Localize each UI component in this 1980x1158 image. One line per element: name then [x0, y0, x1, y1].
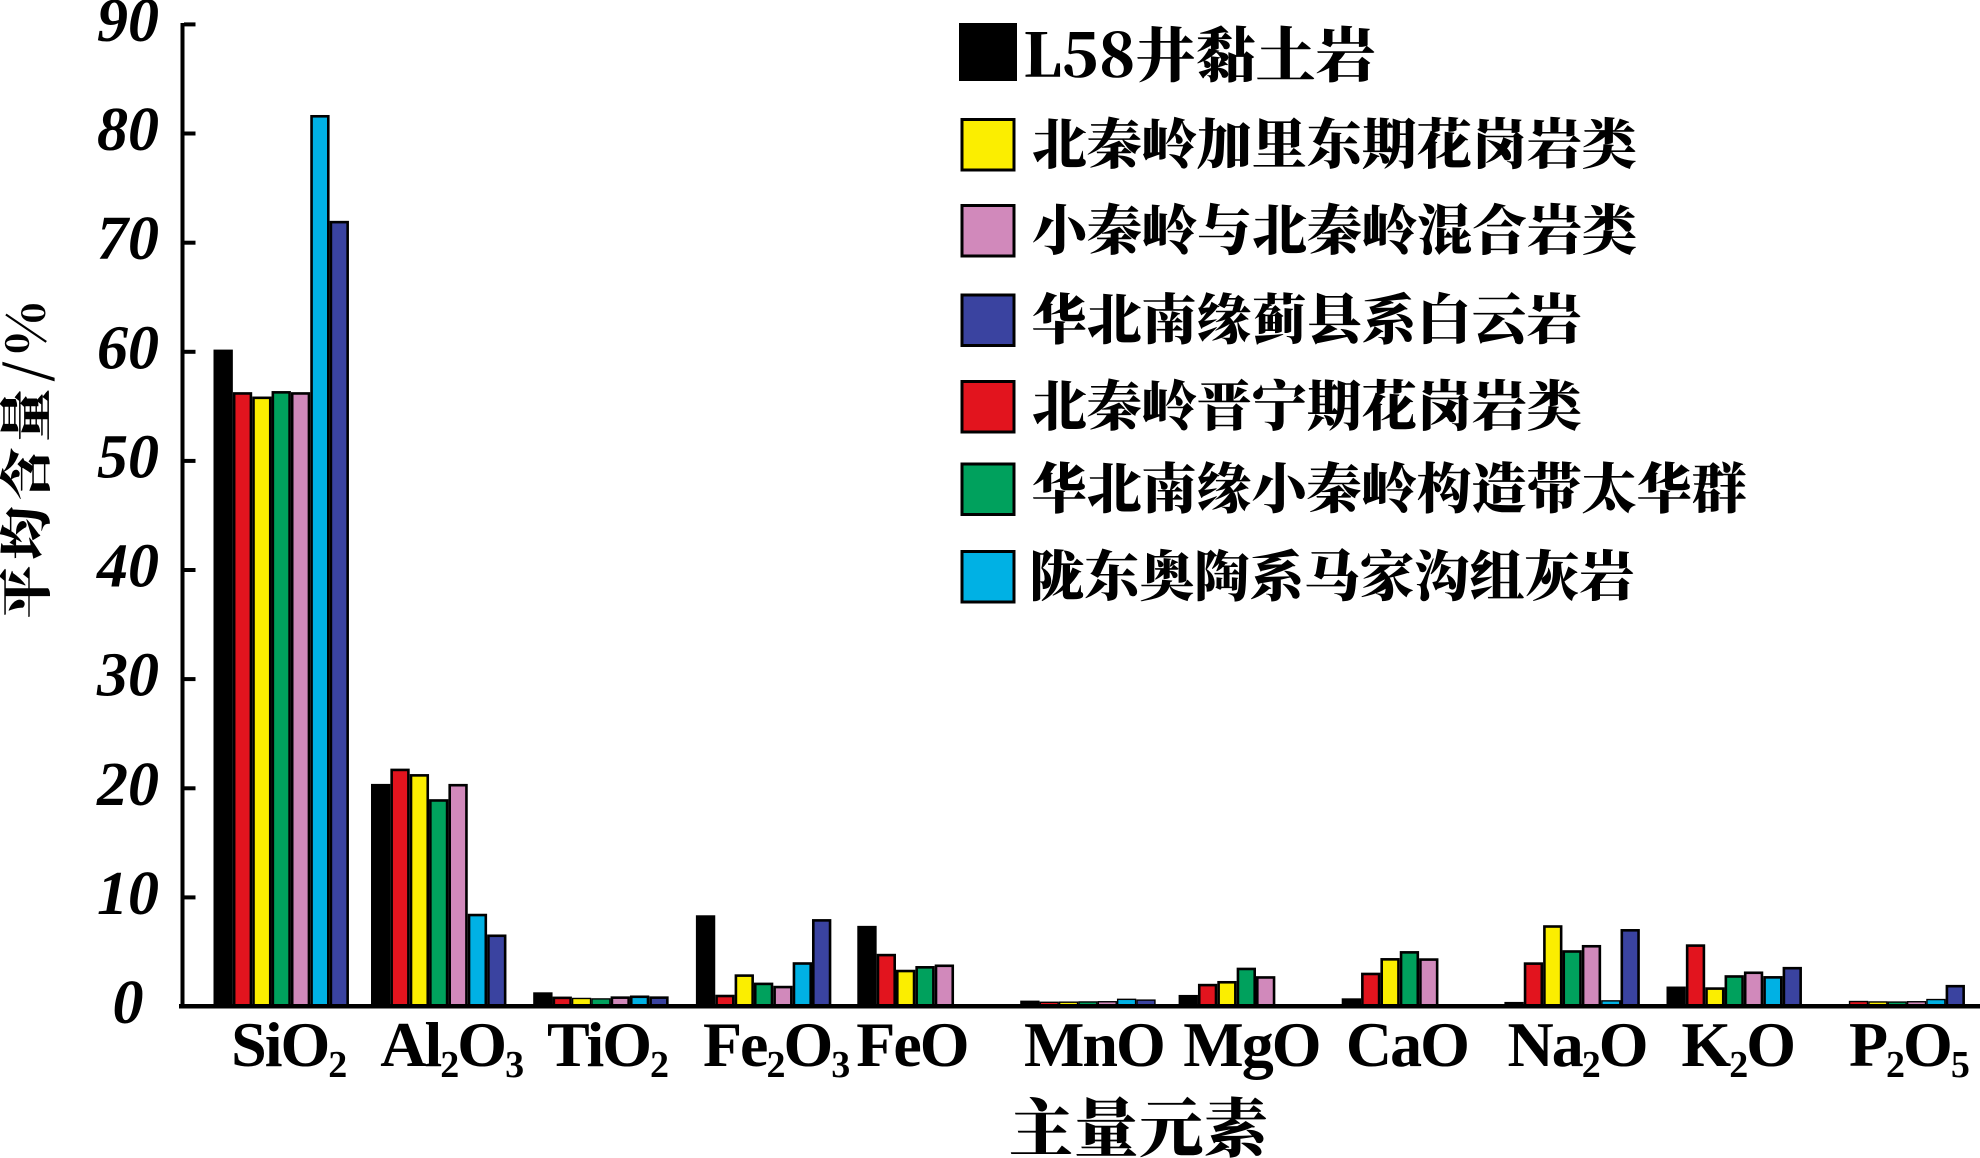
svg-text:K2O: K2O: [1681, 1009, 1794, 1086]
svg-text:30: 30: [96, 642, 159, 710]
svg-text:40: 40: [96, 533, 159, 601]
svg-text:50: 50: [97, 423, 159, 491]
svg-text:CaO: CaO: [1346, 1009, 1468, 1080]
svg-text:Al2O3: Al2O3: [380, 1009, 523, 1086]
svg-text:90: 90: [97, 0, 159, 55]
svg-text:Na2O: Na2O: [1508, 1009, 1647, 1086]
svg-text:60: 60: [97, 314, 159, 382]
svg-text:TiO2: TiO2: [547, 1009, 668, 1086]
svg-text:Fe2O3: Fe2O3: [703, 1009, 849, 1086]
svg-text:FeO: FeO: [856, 1009, 967, 1080]
svg-text:MgO: MgO: [1183, 1009, 1319, 1080]
svg-text:70: 70: [97, 205, 159, 273]
svg-text:P2O5: P2O5: [1849, 1009, 1969, 1086]
svg-text:20: 20: [96, 751, 159, 819]
svg-text:SiO2: SiO2: [231, 1009, 346, 1086]
svg-text:80: 80: [97, 96, 159, 164]
svg-text:0: 0: [113, 969, 144, 1037]
svg-text:MnO: MnO: [1024, 1009, 1164, 1080]
svg-text:10: 10: [97, 860, 159, 928]
